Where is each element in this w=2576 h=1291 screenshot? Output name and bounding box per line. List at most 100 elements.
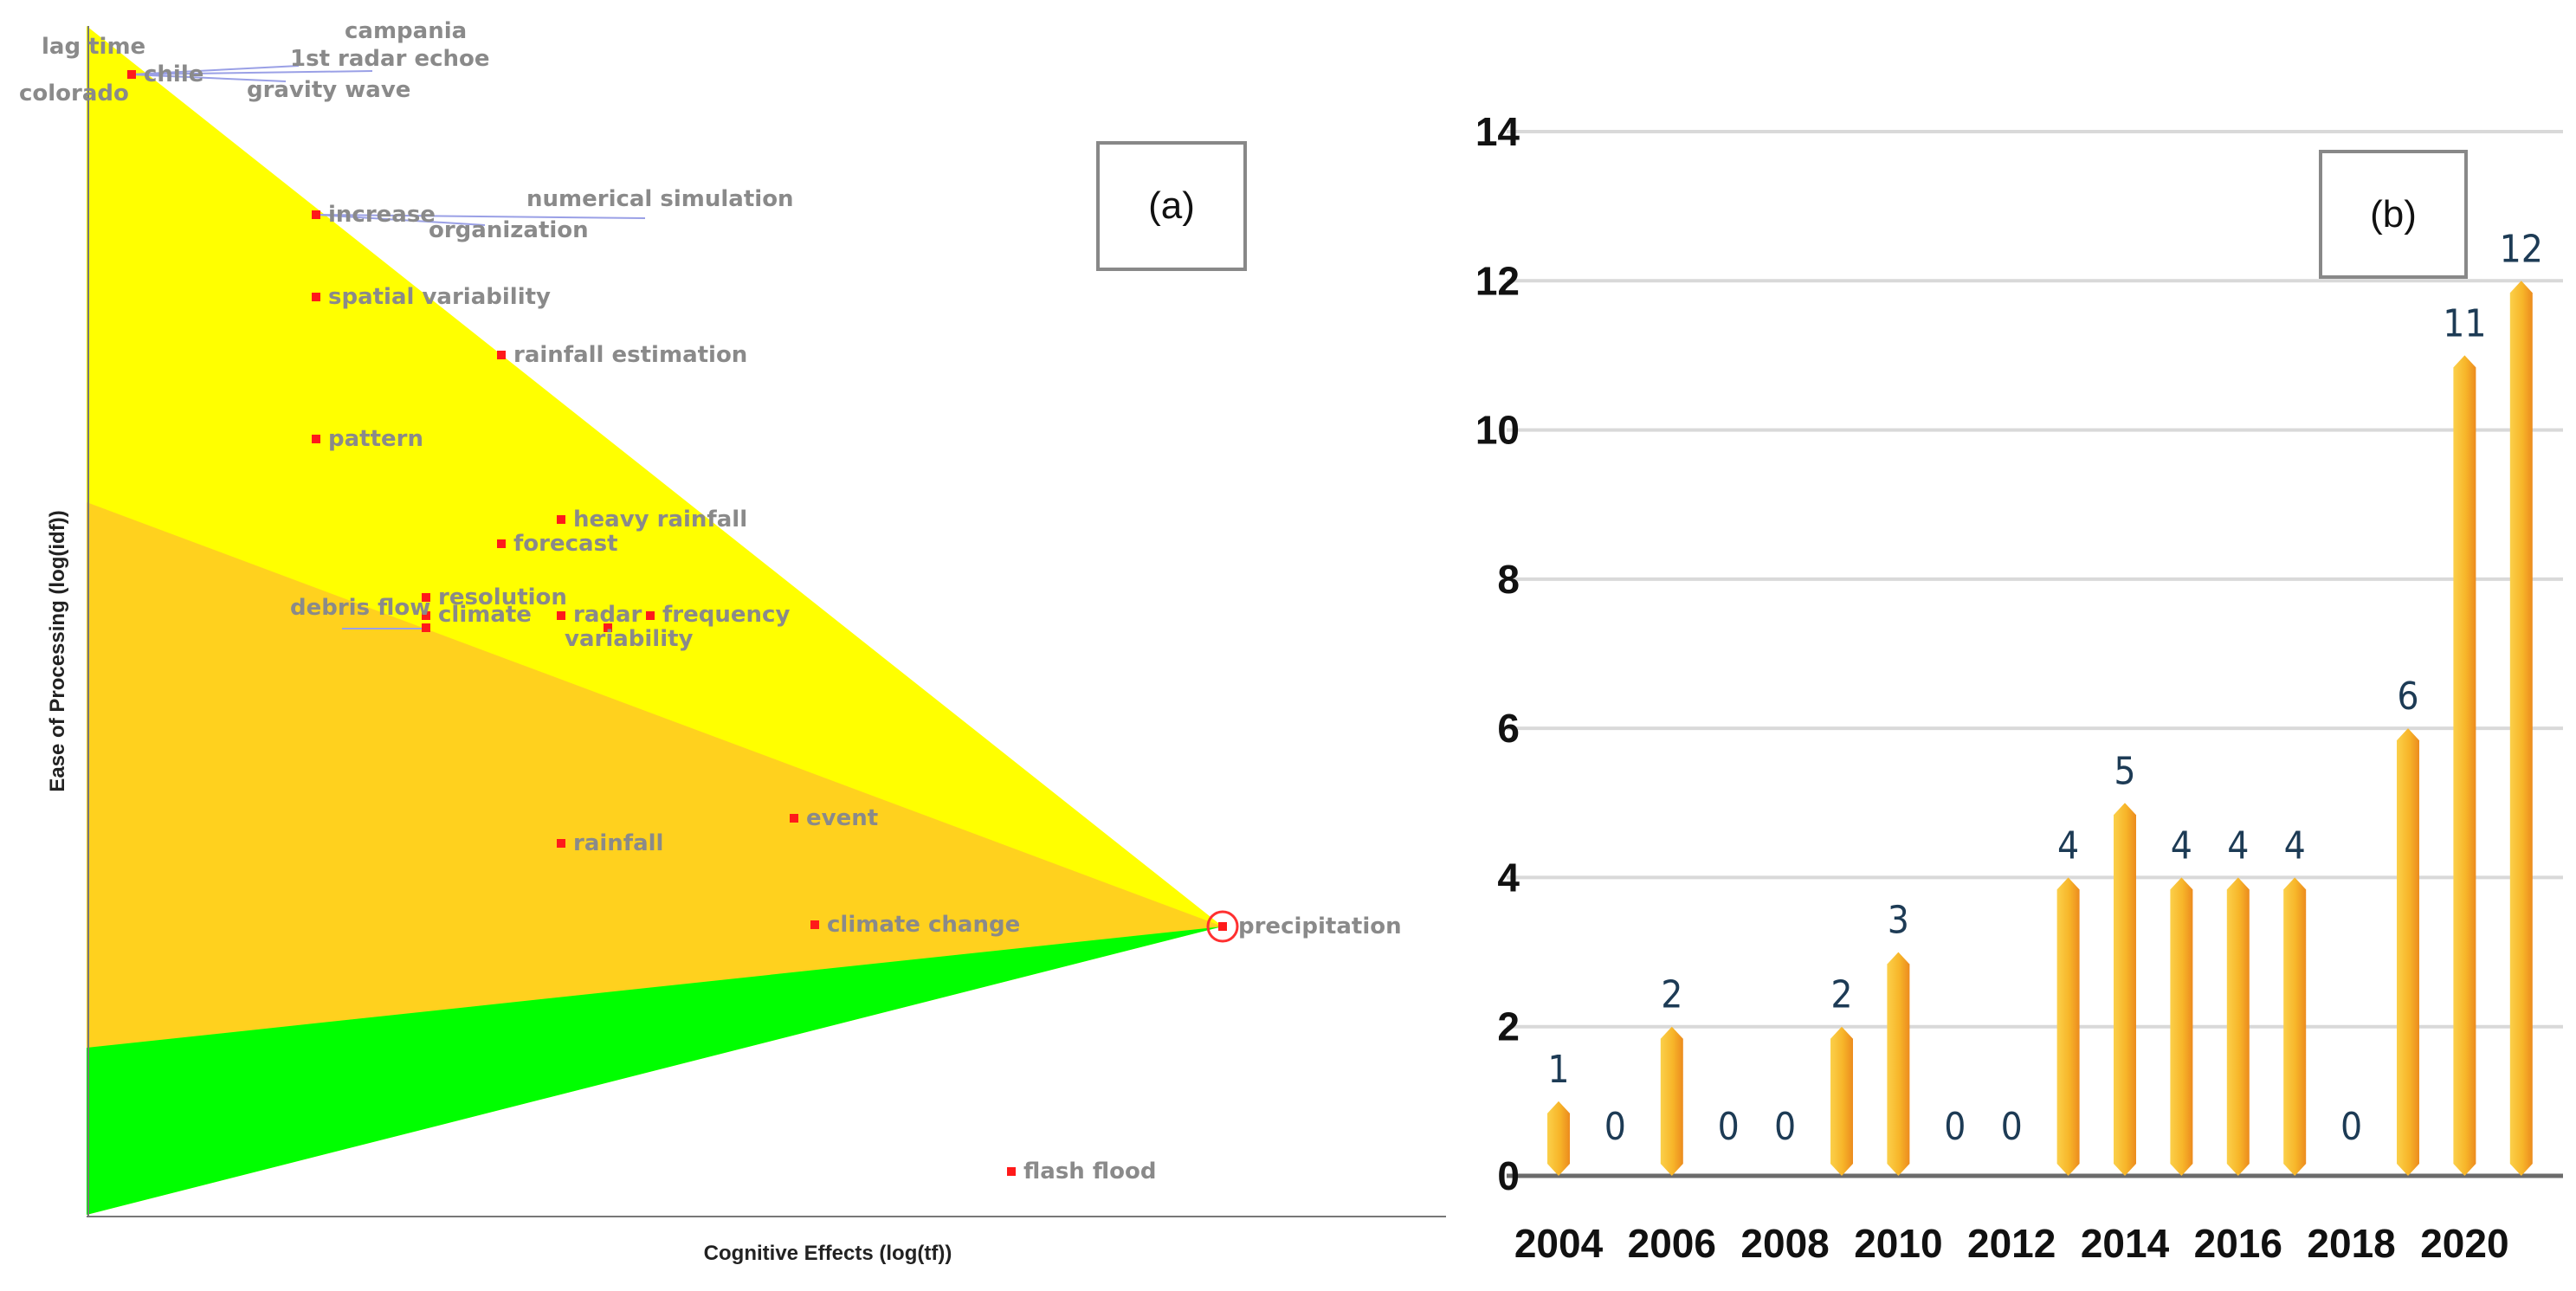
bar-2015	[2170, 877, 2193, 1176]
point-resolution: resolution	[422, 584, 567, 610]
data-label-2017: 4	[2284, 823, 2306, 868]
point-rainfall-estimation: rainfall estimation	[497, 342, 747, 368]
point-label: event	[806, 805, 878, 831]
point-label: pattern	[328, 426, 423, 452]
x-tick-label-2006: 2006	[1628, 1221, 1716, 1266]
point-debris-flow: debris flow	[290, 595, 430, 621]
point-label: climate	[438, 602, 532, 628]
data-label-2018: 0	[2340, 1105, 2362, 1149]
point-increase: increase	[312, 202, 436, 228]
x-tick-label-2020: 2020	[2420, 1221, 2508, 1266]
bar-2016	[2226, 877, 2250, 1176]
point-label: precipitation	[1238, 913, 1402, 939]
point-label: rainfall	[573, 830, 663, 856]
point-label: numerical simulation	[526, 186, 794, 212]
bar-2010	[1887, 952, 1910, 1176]
point-climate-change: climate change	[810, 912, 1020, 938]
x-axis-label: Cognitive Effects (log(tf))	[704, 1242, 952, 1265]
point-frequency: frequency	[646, 602, 790, 628]
y-tick-label: 0	[1497, 1153, 1520, 1198]
point-marker	[312, 293, 320, 301]
point-label: forecast	[513, 531, 618, 557]
x-tick-label-2010: 2010	[1854, 1221, 1942, 1266]
panel-b-label: (b)	[2370, 193, 2417, 236]
y-tick-label: 12	[1475, 258, 1520, 303]
point-label: 1st radar echoe	[290, 46, 490, 72]
point-marker	[422, 593, 430, 602]
y-tick-label: 8	[1497, 557, 1520, 602]
point-label: heavy rainfall	[573, 507, 747, 533]
point-marker	[497, 351, 506, 359]
bar-2021	[2509, 281, 2533, 1177]
bar-2020	[2453, 355, 2476, 1176]
data-label-2012: 0	[2001, 1105, 2023, 1149]
point-label: gravity wave	[247, 77, 410, 103]
y-tick-label: 10	[1475, 408, 1520, 453]
point-precipitation: precipitation	[1218, 913, 1402, 939]
point-spatial-variability: spatial variability	[312, 284, 551, 310]
point-label: chile	[144, 61, 203, 87]
x-tick-label-2016: 2016	[2194, 1221, 2282, 1266]
point-numerical-simulation: numerical simulation	[526, 186, 794, 212]
point-label: resolution	[438, 584, 567, 610]
data-label-2009: 2	[1830, 973, 1852, 1017]
panel-a-label: (a)	[1148, 184, 1195, 227]
data-label-2007: 0	[1718, 1105, 1740, 1149]
point-rainfall: rainfall	[557, 830, 663, 856]
data-label-2016: 4	[2227, 823, 2249, 868]
point-marker	[127, 70, 136, 79]
panel-a-label-box	[1096, 141, 1247, 271]
point-marker	[497, 539, 506, 548]
bar-2009	[1830, 1026, 1853, 1176]
data-label-2011: 0	[1944, 1105, 1966, 1149]
y-tick-label: 6	[1497, 706, 1520, 751]
point-forecast: forecast	[497, 531, 618, 557]
point-marker	[1218, 922, 1227, 931]
x-tick-label-2014: 2014	[2081, 1221, 2170, 1266]
point-marker	[810, 920, 819, 929]
x-tick-label-2012: 2012	[1967, 1221, 2056, 1266]
panel-b-label-box	[2319, 150, 2468, 279]
data-label-2013: 4	[2057, 823, 2079, 868]
point-variability: variability	[565, 623, 694, 652]
point-label: frequency	[662, 602, 790, 628]
point-marker	[1007, 1167, 1016, 1176]
point-marker	[312, 210, 320, 219]
y-tick-label: 2	[1497, 1004, 1520, 1049]
point-flash-flood: flash flood	[1007, 1159, 1156, 1184]
point-label: rainfall estimation	[513, 342, 747, 368]
data-label-2014: 5	[2114, 749, 2135, 793]
bar-2013	[2056, 877, 2080, 1176]
data-label-2019: 6	[2397, 675, 2418, 719]
bar-2019	[2397, 728, 2419, 1176]
bars	[1547, 281, 2533, 1177]
point-organization: organization	[429, 217, 589, 243]
point-label: flash flood	[1023, 1159, 1156, 1184]
y-tick-labels: 0 2 4 6 8 10 12 14	[1475, 109, 1520, 1198]
data-label-2010: 3	[1888, 899, 1909, 943]
point-heavy-rainfall: heavy rainfall	[557, 507, 747, 533]
point-marker	[422, 623, 430, 632]
green-region	[87, 926, 1223, 1215]
point-marker	[422, 611, 430, 620]
point-marker	[646, 611, 655, 620]
bar-2014	[2114, 803, 2136, 1176]
gridlines	[1507, 130, 2563, 1178]
point-chile: chile	[127, 61, 203, 87]
point-label: variability	[565, 626, 694, 652]
data-label-2004: 1	[1547, 1048, 1569, 1092]
bar-2006	[1660, 1026, 1683, 1176]
x-tick-label-2004: 2004	[1514, 1221, 1604, 1266]
x-tick-label-2008: 2008	[1740, 1221, 1829, 1266]
y-tick-label: 4	[1497, 855, 1520, 900]
highlight-ring	[1206, 910, 1239, 943]
x-tick-label-2018: 2018	[2307, 1221, 2395, 1266]
point-event: event	[790, 805, 878, 831]
point-marker	[557, 515, 565, 524]
point-label: colorado	[19, 81, 129, 107]
y-tick-label: 14	[1475, 109, 1520, 154]
